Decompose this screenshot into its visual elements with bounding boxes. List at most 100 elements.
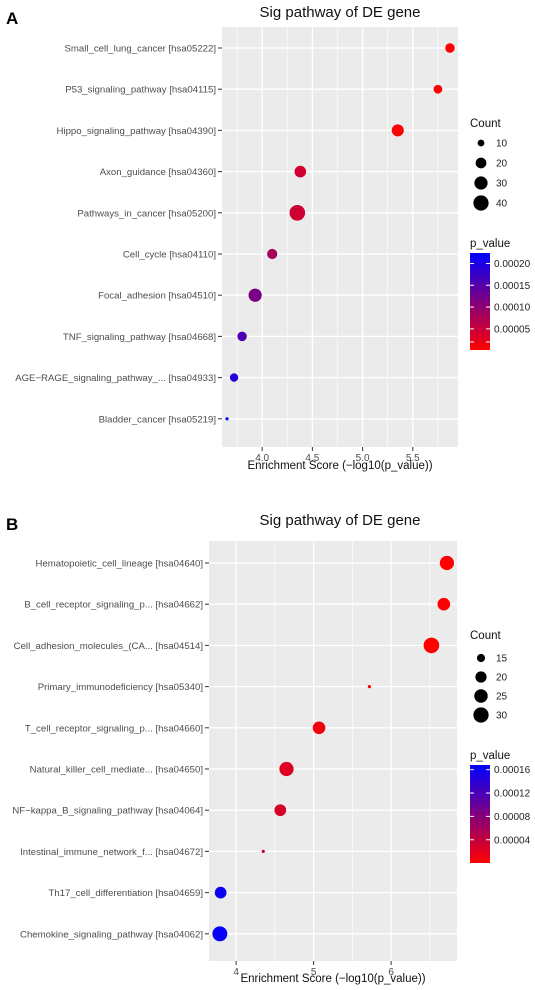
pathway-point — [423, 637, 440, 654]
size-legend-title-b: Count — [470, 630, 501, 642]
pathway-point — [437, 597, 451, 611]
color-legend-a: p_value 0.00005 0.00010 0.00015 0.00020 — [470, 238, 531, 350]
size-legend-key — [477, 139, 485, 147]
size-legend-label: 30 — [496, 179, 508, 190]
pathway-label: Primary_immunodeficiency [hsa05340] — [38, 682, 203, 693]
grid-a — [222, 27, 458, 447]
pathway-label: Cell_cycle [hsa04110] — [123, 250, 216, 261]
plot-title-a: Sig pathway of DE gene — [260, 4, 421, 21]
pathway-point — [248, 288, 262, 302]
colorbar-label: 0.00020 — [494, 259, 531, 270]
pathway-point — [237, 331, 247, 342]
x-tick-label: 4.0 — [255, 453, 269, 464]
pathway-point — [212, 926, 228, 942]
pathway-point — [261, 849, 265, 854]
pathway-label: T_cell_receptor_signaling_p... [hsa04660… — [25, 723, 203, 734]
pathway-label: Focal_adhesion [hsa04510] — [98, 291, 216, 302]
x-tick-label: 5.5 — [406, 453, 420, 464]
colorbar-label: 0.00010 — [494, 303, 531, 314]
panel-label-a: A — [6, 9, 18, 28]
pathway-point — [445, 43, 455, 53]
y-axis-labels-a: Small_cell_lung_cancer [hsa05222] P53_sig… — [15, 44, 222, 425]
pathway-label: Hippo_signaling_pathway [hsa04390] — [57, 126, 216, 137]
pathway-point — [229, 373, 239, 382]
color-legend-b: p_value 0.00004 0.00008 0.00012 0.00016 — [470, 750, 531, 863]
pathway-point — [391, 124, 404, 137]
pathway-point — [279, 761, 294, 777]
panel-b: B Sig pathway of DE gene Hematopoietic_c… — [6, 512, 531, 985]
panel-label-b: B — [6, 515, 18, 534]
data-points-b — [212, 555, 455, 942]
colorbar-b — [470, 765, 490, 863]
size-legend-key — [475, 671, 487, 683]
pathway-point — [267, 248, 278, 260]
pathway-label: Natural_killer_cell_mediate... [hsa04650… — [30, 765, 203, 776]
colorbar-label: 0.00015 — [494, 281, 531, 292]
color-legend-title-b: p_value — [470, 750, 510, 762]
pathway-label: P53_signaling_pathway [hsa04115] — [65, 85, 216, 96]
pathway-label: Cell_adhesion_molecules_(CA... [hsa04514… — [14, 641, 203, 652]
pathway-point — [214, 886, 227, 899]
pathway-point — [294, 165, 307, 178]
colorbar-label: 0.00005 — [494, 324, 531, 335]
plot-panel-a — [222, 27, 458, 447]
colorbar-label: 0.00012 — [494, 789, 531, 800]
pathway-point — [367, 685, 372, 689]
data-points-a — [225, 43, 455, 421]
plot-panel-b — [209, 541, 457, 961]
size-legend-key — [473, 707, 489, 723]
size-legend-title-a: Count — [470, 118, 501, 130]
pathway-label: NF−kappa_B_signaling_pathway [hsa04064] — [12, 806, 203, 817]
size-legend-b: Count 15 20 25 30 — [470, 630, 508, 723]
pathway-label: B_cell_receptor_signaling_p... [hsa04662… — [24, 600, 203, 611]
pathway-label: AGE−RAGE_signaling_pathway_... [hsa04933… — [15, 373, 216, 384]
colorbar-label: 0.00008 — [494, 812, 531, 823]
y-axis-labels-b: Hematopoietic_cell_lineage [hsa04640] B_c… — [12, 559, 209, 940]
pathway-label: Pathways_in_cancer [hsa05200] — [77, 208, 216, 219]
size-legend-key — [475, 157, 487, 169]
size-legend-a: Count 10 20 30 40 — [470, 118, 508, 211]
pathway-point — [225, 417, 229, 421]
size-legend-key — [476, 653, 486, 663]
x-axis-title-a: Enrichment Score (−log10(p_value)) — [247, 460, 432, 472]
size-legend-label: 20 — [496, 673, 508, 684]
color-legend-title-a: p_value — [470, 238, 510, 250]
x-tick-label: 6 — [388, 967, 394, 978]
pathway-label: Intestinal_immune_network_f... [hsa04672… — [20, 847, 203, 858]
size-legend-key — [474, 689, 488, 703]
pathway-point — [312, 721, 326, 735]
x-axis-ticks-a: 4.0 4.5 5.0 5.5 — [255, 447, 420, 464]
pathway-label: Chemokine_signaling_pathway [hsa04062] — [20, 929, 203, 940]
size-legend-key — [473, 195, 489, 211]
pathway-point — [289, 205, 306, 221]
x-tick-label: 5 — [311, 967, 317, 978]
size-legend-label: 25 — [496, 692, 508, 703]
size-legend-label: 40 — [496, 199, 508, 210]
pathway-label: Bladder_cancer [hsa05219] — [99, 414, 216, 425]
pathway-label: Hematopoietic_cell_lineage [hsa04640] — [36, 559, 203, 570]
pathway-point — [433, 84, 443, 94]
x-axis-ticks-b: 4 5 6 — [233, 961, 394, 978]
x-axis-title-b: Enrichment Score (−log10(p_value)) — [240, 973, 425, 985]
pathway-label: TNF_signaling_pathway [hsa04668] — [63, 332, 216, 343]
pathway-label: Axon_guidance [hsa04360] — [100, 167, 216, 178]
size-legend-key — [474, 176, 488, 190]
size-legend-label: 30 — [496, 711, 508, 722]
x-tick-label: 5.0 — [356, 453, 370, 464]
size-legend-label: 15 — [496, 654, 508, 665]
size-legend-label: 20 — [496, 159, 508, 170]
x-tick-label: 4 — [233, 967, 239, 978]
colorbar-label: 0.00004 — [494, 835, 531, 846]
grid-b — [209, 541, 457, 961]
pathway-label: Small_cell_lung_cancer [hsa05222] — [65, 44, 216, 55]
colorbar-a — [470, 253, 490, 350]
panel-a: A Sig pathway of DE gene Small_cell_lung… — [6, 4, 531, 472]
x-tick-label: 4.5 — [305, 453, 319, 464]
pathway-point — [274, 804, 287, 817]
size-legend-label: 10 — [496, 139, 508, 150]
plot-title-b: Sig pathway of DE gene — [260, 512, 421, 529]
colorbar-label: 0.00016 — [494, 765, 531, 776]
pathway-label: Th17_cell_differentiation [hsa04659] — [48, 888, 203, 899]
pathway-point — [439, 555, 455, 571]
